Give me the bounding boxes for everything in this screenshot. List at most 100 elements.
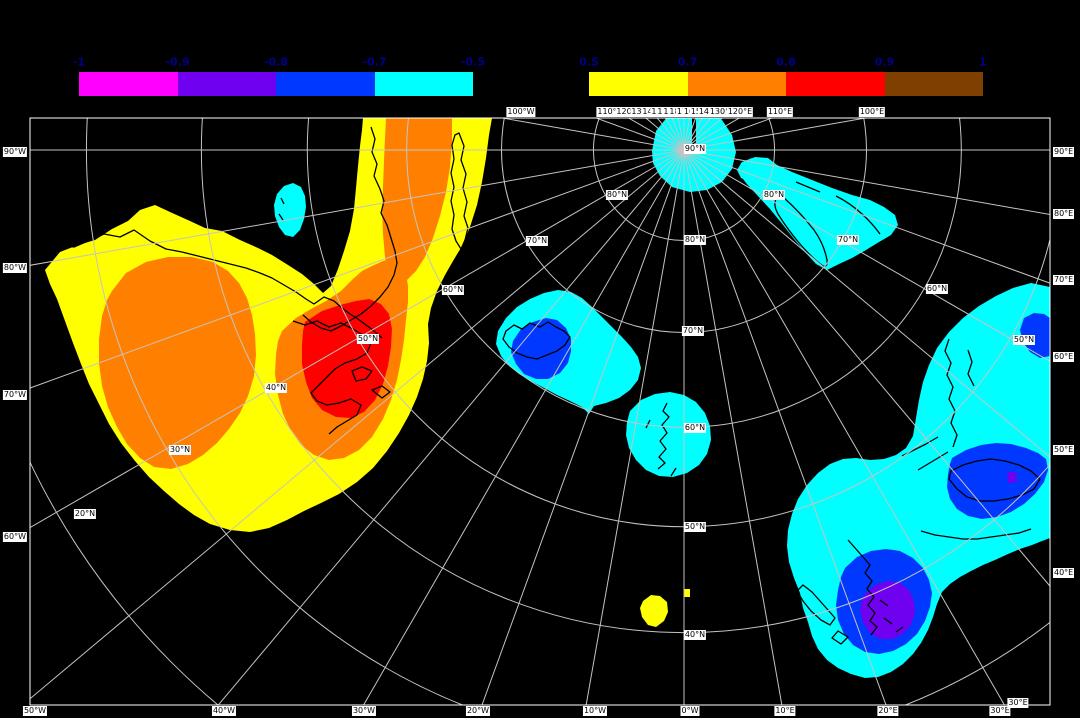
negative-colorbar-segment	[276, 72, 375, 96]
meridian-label-left: 80°W	[2, 263, 27, 273]
coastline-maritime-islands	[351, 366, 391, 399]
meridian-label-right: 40°E	[1053, 568, 1075, 578]
meridian-line	[30, 149, 685, 700]
latitude-label: 80°N	[683, 235, 707, 245]
region-orange-west-lobe	[99, 257, 256, 469]
meridian-label-right: 60°E	[1053, 352, 1075, 362]
pole-data-gap	[692, 118, 696, 150]
region-yellow-atlantic-speck	[684, 589, 690, 597]
meridian-line	[683, 149, 1050, 284]
negative-colorbar-tick: -0.7	[362, 55, 387, 69]
positive-colorbar-segment	[884, 72, 983, 96]
meridian-line	[683, 149, 1050, 216]
latitude-label: 60°N	[683, 423, 707, 433]
negative-colorbar-tick: -0.8	[263, 55, 289, 69]
negative-colorbar-segment	[374, 72, 473, 96]
meridian-line	[585, 149, 685, 705]
meridian-line	[362, 149, 685, 705]
negative-colorbar-tick: -1	[72, 55, 86, 69]
latitude-label: 30°N	[168, 445, 192, 455]
coastline-black-sea-outline	[948, 458, 1041, 502]
coastline-anatolia-coast	[920, 528, 1032, 540]
meridian-line	[683, 149, 1006, 705]
latitude-label: 50°N	[1012, 335, 1036, 345]
meridian-line	[683, 149, 1050, 458]
meridian-label-top: 120°E	[726, 107, 754, 117]
meridian-label-left: 70°W	[2, 390, 27, 400]
meridian-label-bottom: 10°W	[582, 706, 608, 716]
latitude-label: 40°N	[683, 630, 707, 640]
meridian-label-bottom: 10°E	[774, 706, 796, 716]
meridian-line	[481, 149, 685, 705]
region-yellow-atlantic-patch	[640, 595, 668, 627]
coastline-italy-coast	[796, 584, 849, 645]
meridian-line	[499, 118, 685, 151]
latitude-label: 70°N	[681, 326, 705, 336]
coastline-scotland-coast	[645, 402, 677, 477]
latitude-label: 50°N	[683, 522, 707, 532]
region-blue-iceland-core	[511, 318, 571, 379]
latitude-label: 70°N	[525, 236, 549, 246]
meridian-label-bottom: 30°E	[989, 706, 1011, 716]
positive-colorbar-segment	[589, 72, 688, 96]
negative-colorbar-tick: -0.9	[165, 55, 190, 69]
meridian-label-right: 70°E	[1053, 275, 1075, 285]
coastline-labrador-coast	[302, 126, 398, 332]
meridian-line	[30, 149, 685, 389]
latitude-label: 60°N	[925, 284, 949, 294]
negative-colorbar-segment	[79, 72, 178, 96]
meridian-line	[683, 149, 1050, 587]
meridian-line	[683, 118, 869, 151]
positive-colorbar-tick: 0.8	[776, 55, 796, 69]
meridian-label-top: 100°E	[858, 107, 886, 117]
latitude-label: 70°N	[836, 235, 860, 245]
meridian-line	[30, 149, 685, 266]
map-frame	[29, 117, 1051, 706]
meridian-label-bottom: 40°W	[211, 706, 237, 716]
region-violet-speck	[1007, 472, 1017, 483]
coastline-gulf-st-lawrence	[292, 320, 372, 435]
meridian-label-right: 90°E	[1053, 147, 1075, 157]
meridian-label-left: 90°W	[2, 147, 27, 157]
coastline-newfoundland-island	[450, 132, 469, 250]
coastline-barents-coast	[795, 181, 881, 235]
meridian-label-bottom: 0°W	[680, 706, 700, 716]
positive-colorbar-segment	[687, 72, 786, 96]
positive-colorbar-tick: 0.7	[677, 55, 698, 69]
negative-colorbar-segment	[177, 72, 276, 96]
coastline-iceland-coast	[502, 321, 571, 360]
positive-colorbar-segment	[786, 72, 885, 96]
meridian-line	[217, 149, 685, 705]
region-cyan-britain	[626, 392, 711, 477]
meridian-label-top: 100°W	[506, 107, 536, 117]
coastline-north-america-north-shore	[30, 229, 383, 339]
latitude-label: 80°N	[762, 190, 786, 200]
meridian-label-left: 60°W	[2, 532, 27, 542]
latitude-label: 40°N	[264, 383, 288, 393]
meridian-label-top: 130°E	[708, 107, 736, 117]
coastline-volga-caspian	[944, 338, 975, 448]
negative-colorbar-tick: -0.5	[460, 55, 486, 69]
latitude-label: 20°N	[73, 509, 97, 519]
meridian-label-top: 110°E	[766, 107, 794, 117]
meridian-label-top: 120°W	[615, 107, 645, 117]
positive-colorbar-tick: 0.9	[874, 55, 895, 69]
region-cyan-small-northwest	[274, 183, 306, 237]
meridian-label-bottom: 30°W	[351, 706, 377, 716]
latitude-label: 60°N	[441, 285, 465, 295]
region-orange-northeast-band	[382, 118, 452, 287]
meridian-line	[683, 149, 1050, 362]
meridian-label-right: 80°E	[1053, 209, 1075, 219]
positive-colorbar-tick: 0.5	[579, 55, 599, 69]
latitude-label: 90°N	[683, 144, 707, 154]
meridian-label-bottom: 50°W	[22, 706, 48, 716]
coastline-small-islands-nw	[278, 197, 285, 221]
latitude-label: 50°N	[356, 334, 380, 344]
meridian-label-right: 50°E	[1053, 445, 1075, 455]
meridian-label-bottom: 20°E	[877, 706, 899, 716]
coastline-balkan-greece-coast	[847, 539, 904, 636]
latitude-label: 80°N	[605, 190, 629, 200]
meridian-label-corner: 30°E	[1007, 698, 1029, 708]
